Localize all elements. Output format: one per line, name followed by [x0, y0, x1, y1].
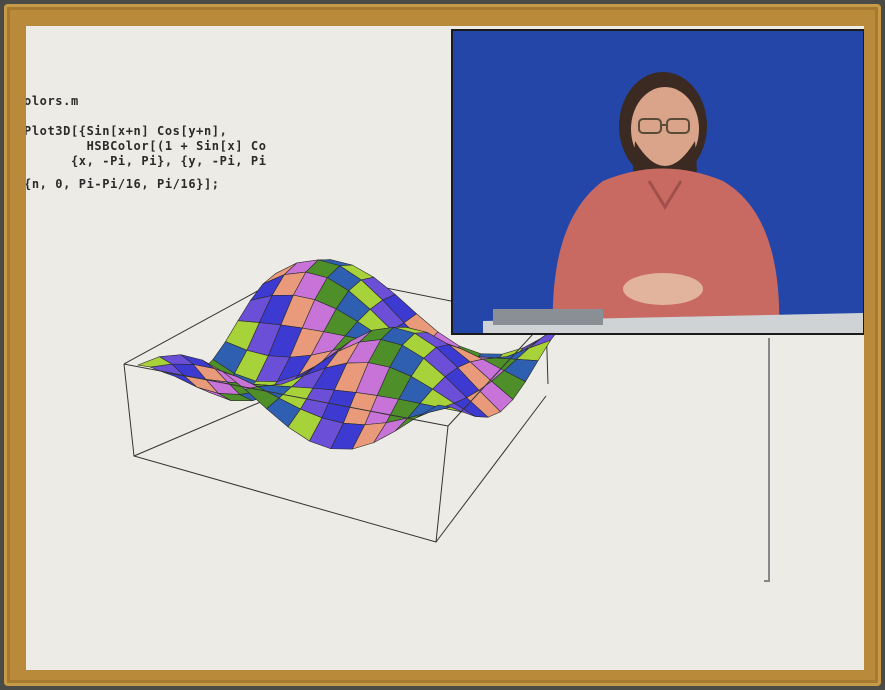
output-cell-bracket[interactable]	[764, 338, 770, 582]
monitor-frame: olors.m Plot3D[{Sin[x+n] Cos[y+n], HSBCo…	[4, 4, 881, 686]
plot-bounding-box-front	[123, 319, 547, 427]
glasses-icon	[638, 118, 690, 134]
presenter-face	[631, 87, 699, 171]
code-line-ranges: {x, -Pi, Pi}, {y, -Pi, Pi	[26, 154, 267, 168]
presenter-shirt	[552, 168, 780, 333]
plot3d-surface-graphic[interactable]	[118, 246, 568, 566]
surface-patch	[416, 404, 451, 418]
code-line-hsbcolor: HSBColor[(1 + Sin[x] Co	[26, 139, 267, 153]
shirt-collar	[647, 180, 683, 210]
desk-surface	[483, 313, 863, 333]
screen: olors.m Plot3D[{Sin[x+n] Cos[y+n], HSBCo…	[26, 26, 864, 670]
code-line-iterator: {n, 0, Pi-Pi/16, Pi/16}];	[26, 177, 220, 191]
desk-device	[493, 309, 603, 325]
code-line-filename: olors.m	[26, 94, 79, 108]
video-inset-presenter	[451, 29, 864, 335]
notebook-window: olors.m Plot3D[{Sin[x+n] Cos[y+n], HSBCo…	[26, 26, 864, 670]
surface-patches	[136, 259, 568, 450]
code-line-plot3d: Plot3D[{Sin[x+n] Cos[y+n],	[26, 124, 228, 138]
presenter-hands	[623, 273, 703, 305]
